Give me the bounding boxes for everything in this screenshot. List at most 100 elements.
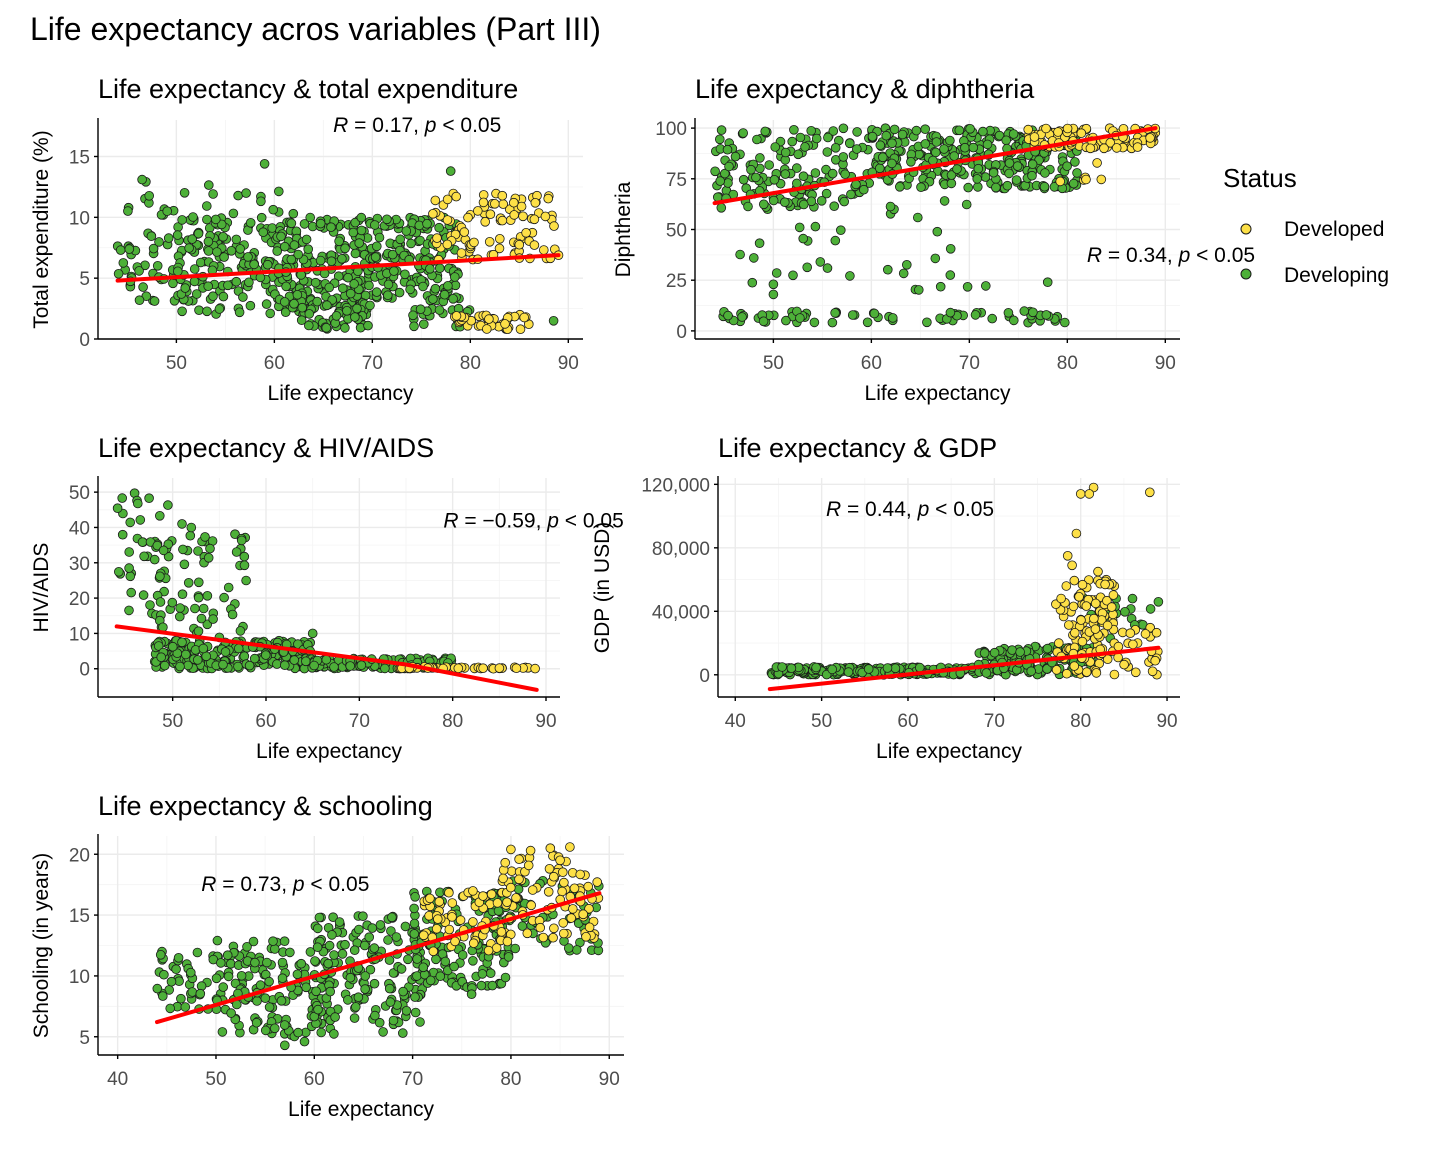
point-developing [897,129,908,140]
point-developing [862,317,873,328]
point-developing [305,212,316,223]
point-developed [444,924,455,935]
point-developing [371,287,382,297]
point-developed [478,891,488,901]
point-developing [168,278,178,289]
point-developing [350,248,361,259]
point-developing [906,157,916,167]
point-developing [321,322,332,333]
point-developing [457,950,468,960]
point-developing [881,130,891,141]
point-developing [369,220,380,230]
point-developing [1127,593,1138,604]
x-tick-label: 90 [535,711,556,732]
x-tick-label: 70 [402,1069,423,1090]
point-developing [954,125,965,136]
point-developed [1029,132,1040,142]
point-developing [991,182,1001,193]
point-developing [821,188,832,199]
point-developed [535,922,545,933]
point-developing [810,221,821,232]
point-developed [540,211,551,222]
point-developing [448,293,458,304]
point-developed [1151,627,1162,638]
figure-title: Life expectancy acros variables (Part II… [30,11,601,47]
point-developing [258,227,269,238]
point-developing [1039,181,1050,192]
point-developing [155,597,166,607]
point-developing [241,575,251,586]
point-developing [409,321,419,332]
point-developing [126,587,136,598]
point-developed [494,234,505,244]
point-developing [299,1036,310,1047]
point-developing [239,560,250,571]
point-developing [838,123,849,134]
point-developing [286,254,297,265]
point-developing [323,958,334,969]
point-developing [236,970,247,981]
point-developing [171,964,181,974]
x-axis-label: Life expectancy [288,1098,434,1121]
point-developing [329,950,339,960]
point-developing [400,921,411,932]
point-developing [342,995,353,1005]
point-developing [329,662,339,672]
point-developing [236,535,247,546]
point-developing [787,136,797,147]
point-developing [264,1002,275,1012]
point-developing [168,641,178,652]
point-developing [737,312,747,322]
point-developing [175,611,185,622]
point-developed [1076,128,1087,139]
point-developing [173,266,183,277]
point-developed [478,197,489,208]
point-developing [449,272,460,282]
point-developing [223,971,234,982]
point-developing [781,315,791,326]
point-developing [477,969,488,979]
point-developing [296,958,307,969]
y-tick-label: 5 [79,1028,90,1049]
point-developed [485,209,496,220]
point-developing [847,310,858,320]
point-developed [569,883,580,894]
point-developed [1077,636,1088,647]
point-developed [557,867,568,877]
point-developing [798,171,809,182]
point-developing [409,918,420,929]
panel-gdp: Life expectancy & GDP 40 50 60 70 80 90 0 40,000… [591,433,1180,763]
point-developing [214,304,225,314]
point-developed [1081,601,1092,611]
point-developing [205,543,215,554]
point-developing [1012,161,1023,171]
point-developing [135,515,146,525]
point-developing [764,160,774,170]
point-developed [1070,627,1080,638]
point-developed [483,945,494,956]
point-developing [260,1025,271,1036]
point-developing [843,667,854,677]
correlation-annotation: R = 0.44, p < 0.05 [826,498,994,521]
point-developing [715,176,725,186]
point-developed [442,194,453,205]
annotation-p-text: < 0.05 [1190,244,1255,267]
point-developing [303,244,314,255]
point-developing [234,307,245,318]
point-developing [822,263,833,273]
point-developed [558,918,568,928]
point-developing [200,532,210,542]
point-developing [1002,180,1013,191]
point-developed [496,927,507,937]
point-developed [545,843,556,853]
point-developing [155,510,165,521]
point-developing [367,923,378,933]
point-developing [431,954,441,965]
point-developing [770,142,780,152]
point-developed [468,938,479,948]
point-developing [930,253,941,264]
point-developed [522,928,533,939]
point-developed [1067,560,1077,571]
point-developing [203,281,214,292]
point-developing [827,168,838,179]
